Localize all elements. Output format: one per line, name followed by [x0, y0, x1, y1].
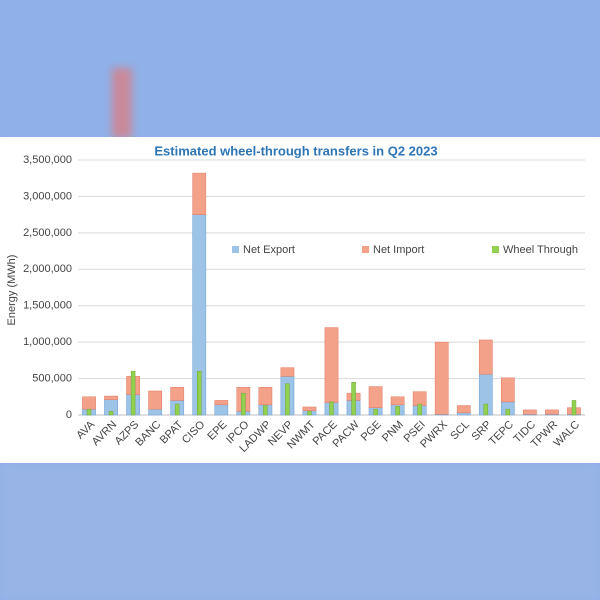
legend-label: Net Export	[243, 244, 295, 256]
bar-segment	[351, 381, 356, 416]
bar-segment	[214, 400, 229, 406]
bar-segment	[434, 341, 449, 415]
bar-segment	[412, 391, 427, 406]
bar-segment	[302, 406, 317, 411]
bar-segment	[500, 377, 515, 403]
y-tick-label: 3,000,000	[23, 190, 72, 202]
bar-segment	[368, 386, 383, 408]
bar-segment	[456, 412, 471, 416]
y-tick-label: 2,000,000	[23, 263, 72, 275]
legend-label: Net Import	[373, 244, 424, 256]
bar-segment	[523, 409, 537, 415]
y-tick-label: 1,500,000	[23, 300, 72, 312]
y-tick-label: 0	[66, 409, 72, 421]
y-tick-label: 3,500,000	[23, 154, 72, 166]
y-tick-label: 1,000,000	[23, 336, 72, 348]
bar-segment	[130, 371, 136, 416]
bar-segment	[82, 396, 96, 410]
chart-title: Estimated wheel-through transfers in Q2 …	[154, 143, 437, 158]
bar-segment	[285, 383, 290, 416]
bar-segment	[241, 392, 246, 416]
legend-swatch	[362, 246, 369, 253]
bar-segment	[483, 403, 489, 416]
bar-segment	[324, 327, 339, 403]
bar-segment	[170, 387, 185, 401]
bar-segment	[108, 411, 114, 416]
bar-segment	[373, 408, 378, 416]
bar-segment	[280, 367, 295, 377]
legend-swatch	[492, 246, 499, 253]
bar-segment	[148, 390, 163, 410]
bar-segment	[417, 403, 422, 416]
bar-segment	[456, 405, 471, 414]
bar-segment	[329, 401, 334, 416]
chart-panel	[0, 137, 600, 463]
y-tick-label: 500,000	[32, 372, 72, 384]
bar-segment	[197, 371, 202, 416]
bar-segment	[478, 339, 493, 375]
legend-swatch	[232, 246, 239, 253]
bar-segment	[258, 387, 273, 406]
bar-segment	[395, 406, 400, 416]
bar-segment	[505, 408, 511, 416]
y-tick-label: 2,500,000	[23, 227, 72, 239]
y-axis-label: Energy (MWh)	[6, 255, 18, 326]
bar-segment	[86, 408, 92, 416]
bar-segment	[545, 409, 559, 415]
bar-segment	[148, 408, 163, 416]
bar-segment	[307, 411, 312, 416]
bar-segment	[390, 396, 405, 406]
bar-segment	[571, 400, 577, 416]
bar-segment	[174, 403, 180, 416]
chart: Estimated wheel-through transfers in Q2 …	[0, 137, 600, 463]
legend-label: Wheel Through	[503, 244, 578, 256]
bar-segment	[192, 172, 207, 215]
bar-segment	[263, 405, 268, 416]
bar-segment	[214, 404, 229, 416]
bar-segment	[104, 395, 118, 400]
